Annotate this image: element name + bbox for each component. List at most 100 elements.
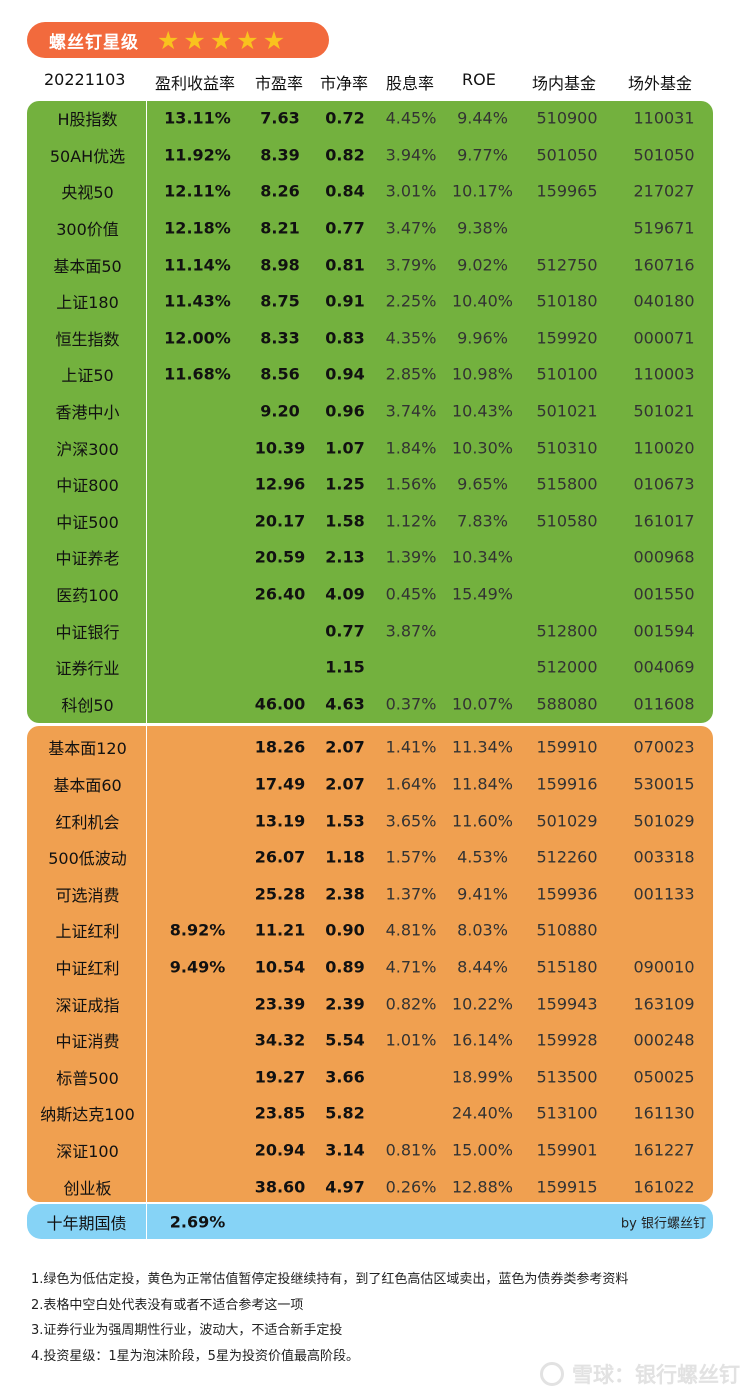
header-dividend-yield: 股息率 — [386, 74, 435, 93]
otc-fund-code: 070023 — [633, 737, 695, 757]
pb-value: 2.07 — [325, 774, 365, 794]
index-name: 证券行业 — [55, 659, 120, 679]
table-row: 50AH优选 11.92% 8.39 0.82 3.94% 9.77% 501050 5010… — [0, 137, 754, 174]
otc-fund-code: 110003 — [633, 364, 695, 384]
table-row: 中证养老 20.59 2.13 1.39% 10.34% 000968 — [0, 539, 754, 576]
pe-value: 8.26 — [260, 181, 300, 201]
pb-value: 2.39 — [325, 994, 365, 1014]
earnings-yield: 12.18% — [164, 218, 231, 238]
footnote: 3.证券行业为强周期性行业，波动大，不适合新手定投 — [31, 1323, 343, 1338]
bond-name: 十年期国债 — [46, 1213, 127, 1233]
dividend-yield: 3.79% — [385, 255, 437, 275]
dividend-yield: 4.71% — [385, 957, 437, 977]
pb-value: 1.18 — [325, 847, 365, 867]
roe-value: 7.83% — [457, 511, 508, 531]
star-icon: ★ — [157, 25, 180, 55]
index-name: 标普500 — [56, 1068, 119, 1088]
pb-value: 2.38 — [325, 884, 365, 904]
table-row: 上证50 11.68% 8.56 0.94 2.85% 10.98% 510100 11000… — [0, 356, 754, 393]
index-name: 300价值 — [56, 220, 119, 240]
pb-value: 1.58 — [325, 511, 365, 531]
pb-value: 2.13 — [325, 547, 365, 567]
bond-zone — [27, 1204, 713, 1239]
roe-value: 10.43% — [451, 401, 513, 421]
pb-value: 4.09 — [325, 584, 365, 604]
otc-fund-code: 501050 — [633, 145, 695, 165]
pe-value: 8.21 — [260, 218, 300, 238]
onexchange-fund-code: 512260 — [536, 847, 598, 867]
header-pe: 市盈率 — [255, 74, 304, 93]
index-name: 中证银行 — [55, 622, 120, 642]
onexchange-fund-code: 510180 — [536, 291, 598, 311]
pb-value: 2.07 — [325, 737, 365, 757]
table-row: 证券行业 1.15 512000 004069 — [0, 649, 754, 686]
pe-value: 13.19 — [254, 811, 306, 831]
dividend-yield: 3.74% — [385, 401, 437, 421]
index-name: 深证100 — [56, 1142, 119, 1162]
table-row: 300价值 12.18% 8.21 0.77 3.47% 9.38% 519671 — [0, 210, 754, 247]
normal-valuation-zone — [27, 726, 713, 1202]
otc-fund-code: 001594 — [633, 621, 695, 641]
table-row: 创业板 38.60 4.97 0.26% 12.88% 159915 161022 — [0, 1168, 754, 1205]
otc-fund-code: 001550 — [633, 584, 695, 604]
table-row: 标普500 19.27 3.66 18.99% 513500 050025 — [0, 1059, 754, 1096]
header-onexchange-fund: 场内基金 — [532, 74, 597, 93]
index-name: 中证消费 — [55, 1032, 120, 1052]
onexchange-fund-code: 159965 — [536, 181, 598, 201]
roe-value: 10.07% — [451, 694, 513, 714]
dividend-yield: 1.64% — [385, 774, 437, 794]
footnote: 4.投资星级：1星为泡沫阶段，5星为投资价值最高阶段。 — [31, 1348, 359, 1364]
footnotes: 1.绿色为低估定投，黄色为正常估值暂停定投继续持有，到了红色高估区域卖出，蓝色为… — [31, 1267, 731, 1369]
dividend-yield: 1.57% — [385, 847, 437, 867]
table-row: 上证180 11.43% 8.75 0.91 2.25% 10.40% 510180 0401… — [0, 283, 754, 320]
pe-value: 19.27 — [254, 1067, 306, 1087]
index-name: 科创50 — [61, 695, 114, 715]
otc-fund-code: 161227 — [633, 1140, 695, 1160]
pb-value: 1.07 — [325, 438, 365, 458]
table-row: 中证500 20.17 1.58 1.12% 7.83% 510580 161017 — [0, 503, 754, 540]
otc-fund-code: 010673 — [633, 474, 695, 494]
onexchange-fund-code: 512750 — [536, 255, 598, 275]
onexchange-fund-code: 513100 — [536, 1103, 598, 1123]
pe-value: 8.75 — [260, 291, 300, 311]
roe-value: 9.38% — [457, 218, 508, 238]
onexchange-fund-code: 515180 — [536, 957, 598, 977]
roe-value: 15.49% — [451, 584, 513, 604]
index-name: 央视50 — [61, 183, 114, 203]
roe-value: 10.17% — [451, 181, 513, 201]
index-name: 基本面50 — [53, 256, 122, 276]
index-name: 中证红利 — [55, 959, 120, 979]
pe-value: 11.21 — [254, 920, 306, 940]
pb-value: 4.97 — [325, 1177, 365, 1197]
dividend-yield: 2.85% — [385, 364, 437, 384]
earnings-yield: 12.00% — [164, 328, 231, 348]
earnings-yield: 12.11% — [164, 181, 231, 201]
column-divider — [146, 101, 147, 1239]
otc-fund-code: 003318 — [633, 847, 695, 867]
dividend-yield: 0.26% — [385, 1177, 437, 1197]
pb-value: 0.91 — [325, 291, 365, 311]
roe-value: 9.65% — [457, 474, 508, 494]
onexchange-fund-code: 159936 — [536, 884, 598, 904]
pe-value: 17.49 — [254, 774, 306, 794]
pb-value: 0.81 — [325, 255, 365, 275]
onexchange-fund-code: 512800 — [536, 621, 598, 641]
otc-fund-code: 000968 — [633, 547, 695, 567]
dividend-yield: 1.12% — [385, 511, 437, 531]
onexchange-fund-code: 159928 — [536, 1030, 598, 1050]
roe-value: 11.84% — [451, 774, 513, 794]
onexchange-fund-code: 588080 — [536, 694, 598, 714]
bond-row: 十年期国债 2.69% by 银行螺丝钉 — [0, 1203, 754, 1240]
roe-value: 9.96% — [457, 328, 508, 348]
table-row: 中证红利 9.49% 10.54 0.89 4.71% 8.44% 515180 090010 — [0, 949, 754, 986]
pb-value: 0.77 — [325, 218, 365, 238]
roe-value: 10.40% — [451, 291, 513, 311]
earnings-yield: 8.92% — [169, 920, 226, 940]
onexchange-fund-code: 501021 — [536, 401, 598, 421]
table-row: 基本面120 18.26 2.07 1.41% 11.34% 159910 070023 — [0, 729, 754, 766]
pb-value: 0.90 — [325, 920, 365, 940]
onexchange-fund-code: 510100 — [536, 364, 598, 384]
onexchange-fund-code: 510580 — [536, 511, 598, 531]
roe-value: 4.53% — [457, 847, 508, 867]
pb-value: 1.15 — [325, 657, 365, 677]
